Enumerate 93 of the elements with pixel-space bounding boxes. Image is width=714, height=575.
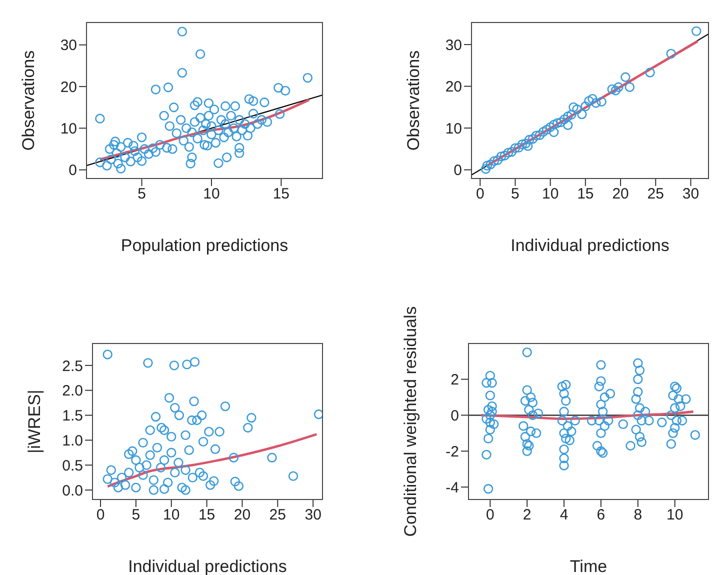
point <box>528 134 538 144</box>
y-axis-title: Conditional weighted residuals <box>401 306 420 537</box>
x-axis-title: Time <box>570 557 608 575</box>
y-tick-label: 20 <box>445 78 462 96</box>
x-tick-label: 10 <box>542 186 559 203</box>
point <box>552 118 562 128</box>
y-tick-label: 2.0 <box>62 382 83 400</box>
y-tick-label: 30 <box>445 36 462 54</box>
y-tick-label: -4 <box>446 479 459 496</box>
x-tick-label: 15 <box>272 186 290 203</box>
point <box>534 130 545 140</box>
y-tick-label: 0 <box>450 408 459 425</box>
point <box>480 164 491 174</box>
point <box>560 114 570 124</box>
x-tick-label: 5 <box>132 506 140 524</box>
x-tick-label: 25 <box>269 506 286 524</box>
y-tick-label: 2 <box>450 372 459 389</box>
x-tick-label: 4 <box>560 506 568 524</box>
point <box>517 139 528 150</box>
point <box>514 142 524 153</box>
x-tick-label: 5 <box>138 186 146 203</box>
point <box>566 110 576 120</box>
point <box>624 82 635 92</box>
point <box>500 150 510 160</box>
point <box>510 143 520 153</box>
y-tick-label: 1.0 <box>62 432 83 450</box>
point <box>577 109 587 120</box>
y-tick-label: 20 <box>60 78 77 96</box>
point <box>486 160 496 170</box>
y-tick-label: 0 <box>68 162 77 180</box>
x-tick-label: 15 <box>577 186 594 203</box>
point <box>538 126 548 137</box>
point <box>548 127 559 138</box>
point <box>520 138 531 148</box>
point <box>568 102 578 112</box>
x-tick-label: 25 <box>647 186 664 203</box>
point <box>572 104 582 114</box>
point <box>614 82 624 92</box>
y-axis-title: Observations <box>19 50 38 151</box>
point <box>620 72 630 82</box>
point <box>607 84 617 94</box>
x-tick-label: 2 <box>522 506 532 524</box>
y-tick-label: 30 <box>60 37 77 54</box>
point <box>563 120 573 130</box>
point <box>523 141 533 151</box>
point <box>524 134 534 145</box>
x-tick-label: 8 <box>634 506 642 524</box>
point <box>492 155 503 166</box>
x-tick-label: 15 <box>198 506 216 524</box>
point <box>531 130 542 140</box>
point <box>563 112 573 122</box>
point <box>556 117 566 128</box>
x-tick-label: 30 <box>682 186 700 203</box>
y-tick-label: 1.5 <box>62 408 83 425</box>
point <box>542 124 552 135</box>
point <box>610 86 620 96</box>
point <box>489 156 500 166</box>
x-tick-label: 0 <box>476 186 484 203</box>
y-tick-label: 0.5 <box>62 457 83 474</box>
point <box>591 98 601 108</box>
x-axis-title: Population predictions <box>120 236 288 255</box>
x-tick-label: 30 <box>304 506 322 524</box>
x-tick-label: 10 <box>666 506 684 524</box>
y-axis-title: |iWRES| <box>25 390 44 454</box>
x-tick-label: 0 <box>96 506 105 524</box>
y-axis-title: Observations <box>404 50 424 151</box>
x-tick-label: 0 <box>486 506 494 524</box>
y-tick-label: 10 <box>60 120 77 138</box>
x-tick-label: 20 <box>234 506 251 524</box>
point <box>503 148 514 158</box>
point <box>584 96 594 106</box>
point <box>548 120 559 130</box>
y-tick-label: 0.0 <box>62 482 83 500</box>
x-tick-label: 5 <box>511 186 520 203</box>
x-axis-title: Individual predictions <box>510 236 670 255</box>
x-tick-label: 20 <box>612 186 629 203</box>
y-tick-label: 10 <box>445 120 462 138</box>
x-tick-label: 10 <box>163 506 180 524</box>
y-tick-label: 2.5 <box>62 358 83 375</box>
point <box>482 160 492 170</box>
y-tick-label: -2 <box>446 443 459 460</box>
point <box>645 68 655 78</box>
point <box>506 147 517 157</box>
y-tick-label: 0 <box>454 162 462 180</box>
point <box>580 101 590 112</box>
point <box>666 48 676 59</box>
point <box>545 122 556 132</box>
x-tick-label: 6 <box>596 506 606 524</box>
point <box>596 96 606 107</box>
point <box>496 152 506 162</box>
point <box>588 94 598 104</box>
x-tick-label: 10 <box>203 186 220 203</box>
point <box>692 26 702 36</box>
